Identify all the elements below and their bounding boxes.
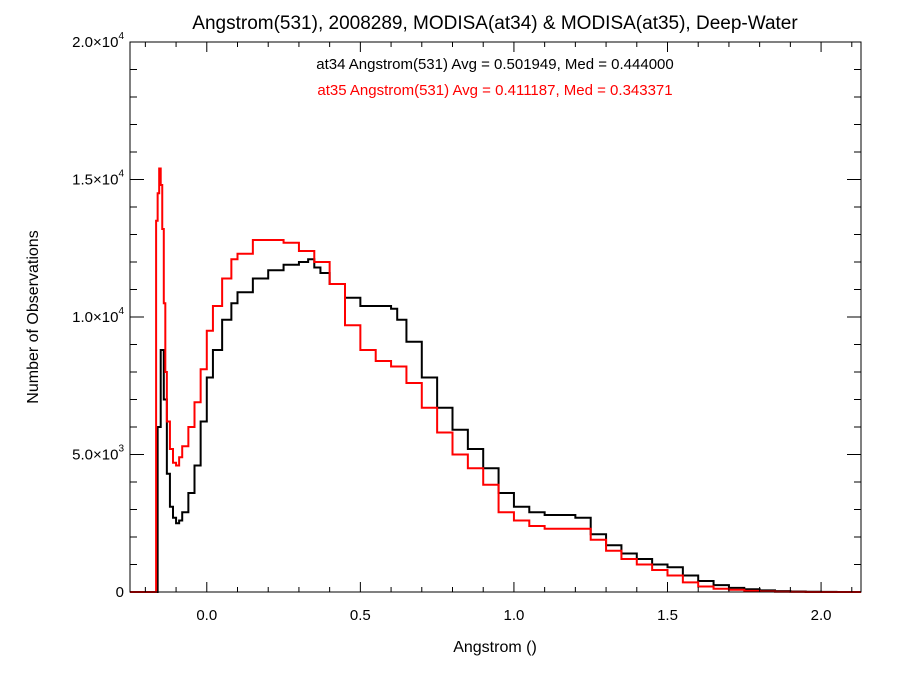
series-line-at35 [130, 167, 861, 593]
annotation-at35: at35 Angstrom(531) Avg = 0.411187, Med =… [317, 82, 672, 99]
axes-ticks: 0.0 0.5 1.0 1.5 2.0 0 5.0×103 1.0×104 1.5×104 2.0… [72, 31, 861, 624]
y-tick-label: 0 [116, 584, 124, 601]
x-axis-label: Angstrom () [453, 639, 537, 656]
x-tick-label: 1.0 [503, 607, 524, 624]
x-tick-label: 0.0 [196, 607, 217, 624]
x-tick-label: 1.5 [657, 607, 678, 624]
y-tick-label: 1.0×104 [72, 306, 124, 326]
annotation-at34: at34 Angstrom(531) Avg = 0.501949, Med =… [316, 56, 674, 73]
y-tick-label: 1.5×104 [72, 169, 124, 189]
plot-area [130, 167, 861, 593]
y-tick-label: 2.0×104 [72, 31, 124, 51]
x-tick-label: 0.5 [350, 607, 371, 624]
chart-title: Angstrom(531), 2008289, MODISA(at34) & M… [192, 13, 798, 34]
x-tick-label: 2.0 [811, 607, 832, 624]
plot-frame [129, 41, 862, 593]
y-axis-label: Number of Observations [25, 230, 42, 403]
series-line-at34 [130, 258, 861, 593]
y-tick-label: 5.0×103 [72, 444, 124, 464]
